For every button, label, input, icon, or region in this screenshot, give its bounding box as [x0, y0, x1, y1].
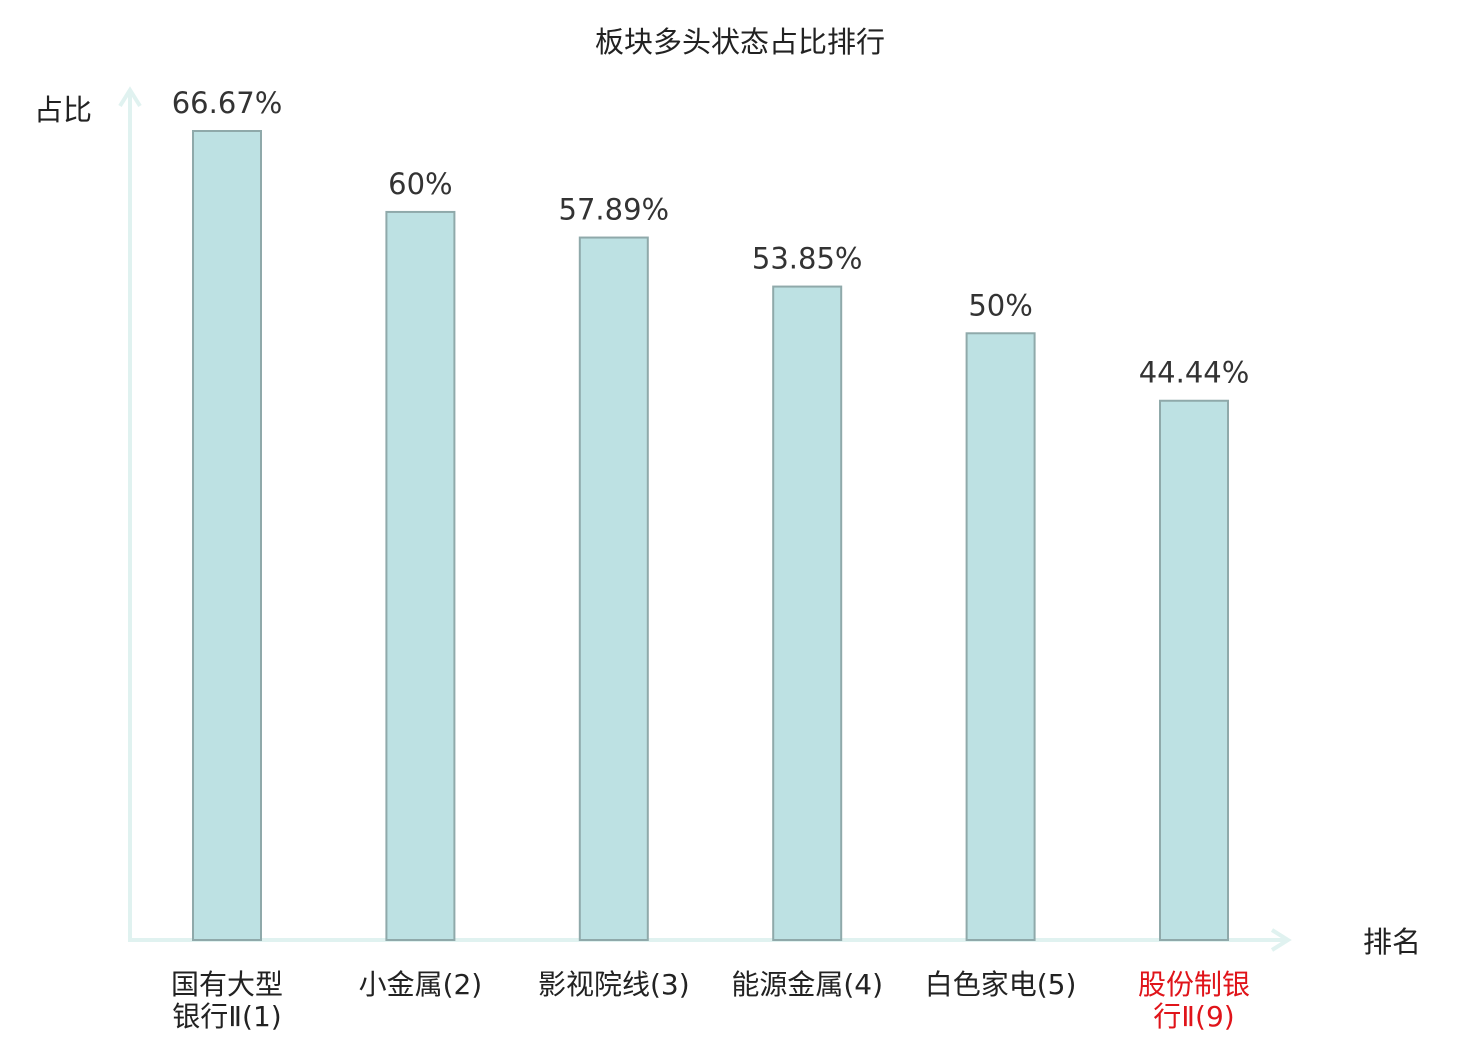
bar	[772, 285, 843, 941]
data-label: 44.44%	[1139, 356, 1250, 390]
bar	[1159, 399, 1229, 941]
axes	[118, 86, 1292, 952]
chart-title: 板块多头状态占比排行	[595, 25, 885, 59]
data-label: 57.89%	[559, 193, 670, 227]
data-label: 66.67%	[172, 86, 283, 120]
bar	[965, 332, 1036, 941]
bar	[385, 210, 456, 941]
bar	[192, 130, 262, 941]
x-tick-label: 影视院线(3)	[538, 968, 690, 1001]
x-tick-label: 小金属(2)	[359, 968, 483, 1001]
x-axis-arrow	[1270, 928, 1292, 952]
data-label: 50%	[968, 288, 1032, 322]
y-axis-label: 占比	[34, 93, 92, 127]
x-tick-label: 国有大型	[171, 968, 283, 1001]
data-label: 60%	[388, 167, 452, 201]
x-tick-label: 白色家电(5)	[925, 968, 1077, 1001]
y-axis-arrow	[118, 86, 142, 108]
x-tick-label: 行Ⅱ(9)	[1153, 1000, 1234, 1033]
x-tick-label: 股份制银	[1138, 968, 1250, 1001]
x-tick-label: 能源金属(4)	[731, 968, 883, 1001]
value-labels-group: 66.67% 60% 57.89% 53.85% 50% 44.44%	[172, 86, 1250, 390]
x-tick-label: 银行Ⅱ(1)	[172, 1000, 281, 1033]
bar	[578, 236, 649, 941]
bars-group	[192, 130, 1229, 941]
x-axis-label: 排名	[1363, 925, 1421, 959]
data-label: 53.85%	[752, 242, 863, 276]
